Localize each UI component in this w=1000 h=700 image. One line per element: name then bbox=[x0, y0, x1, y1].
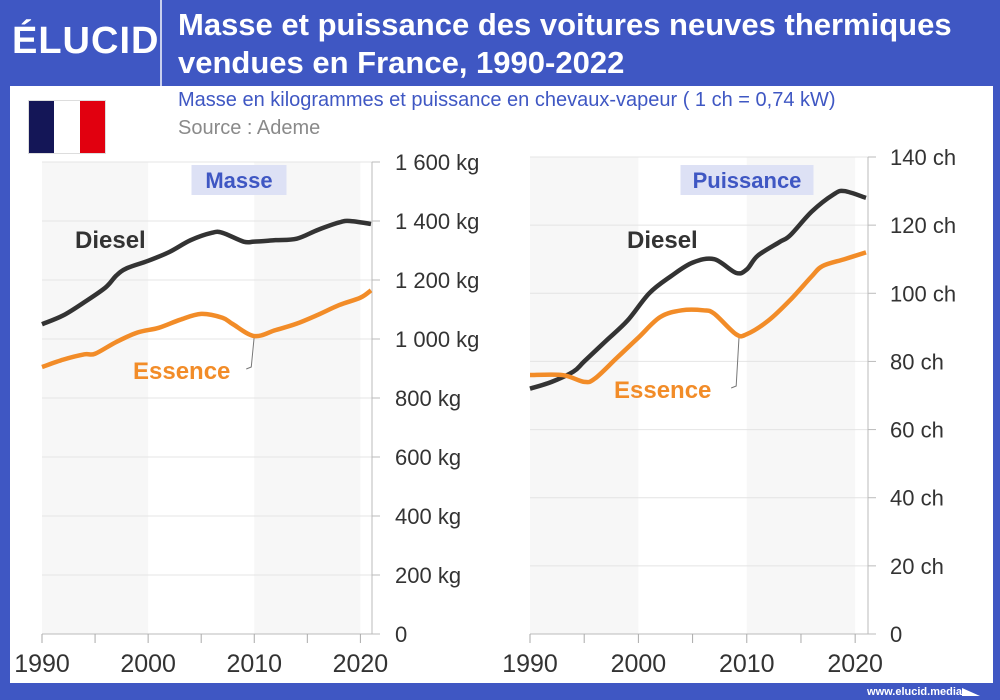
y-tick-label: 0 bbox=[395, 622, 407, 647]
y-tick-label: 60 ch bbox=[890, 418, 944, 443]
y-tick-label: 1 400 kg bbox=[395, 209, 479, 234]
series-line-diesel bbox=[41, 218, 372, 327]
x-tick-label: 1990 bbox=[14, 650, 70, 678]
y-tick-label: 600 kg bbox=[395, 445, 461, 470]
y-tick-label: 1 200 kg bbox=[395, 268, 479, 293]
x-tick-label: 2020 bbox=[827, 650, 883, 678]
series-label-diesel: Diesel bbox=[75, 227, 146, 254]
y-tick-label: 200 kg bbox=[395, 563, 461, 588]
elucid-mark-icon bbox=[962, 688, 980, 696]
essence-leader-line bbox=[246, 336, 255, 370]
y-tick-label: 1 600 kg bbox=[395, 150, 479, 175]
y-tick-label: 0 bbox=[890, 622, 902, 647]
y-tick-label: 140 ch bbox=[890, 145, 956, 170]
panel-label-bg bbox=[191, 165, 287, 195]
y-tick-label: 80 ch bbox=[890, 349, 944, 374]
x-tick-label: 2000 bbox=[611, 650, 667, 678]
chart-title: Masse et puissance des voitures neuves t… bbox=[178, 7, 952, 80]
x-tick-label: 2010 bbox=[226, 650, 282, 678]
panel-label-bg bbox=[680, 165, 814, 195]
background-band bbox=[746, 157, 856, 634]
chart-subtitle: Masse en kilogrammes et puissance en che… bbox=[178, 89, 836, 111]
panel-label: Masse bbox=[205, 168, 272, 193]
y-tick-label: 120 ch bbox=[890, 213, 956, 238]
header-divider bbox=[160, 0, 162, 86]
elucid-logo: ÉLUCID bbox=[12, 20, 160, 62]
series-line-essence bbox=[529, 250, 867, 385]
panel-label: Puissance bbox=[693, 168, 802, 193]
x-tick-label: 2020 bbox=[333, 650, 389, 678]
y-tick-label: 800 kg bbox=[395, 386, 461, 411]
essence-leader-line bbox=[731, 334, 740, 389]
x-tick-label: 1990 bbox=[502, 650, 558, 678]
series-line-essence bbox=[41, 288, 373, 370]
footer-url[interactable]: www.elucid.media bbox=[867, 686, 962, 698]
y-tick-label: 1 000 kg bbox=[395, 327, 479, 352]
x-tick-label: 2000 bbox=[120, 650, 176, 678]
x-tick-label: 2010 bbox=[719, 650, 775, 678]
y-tick-label: 400 kg bbox=[395, 504, 461, 529]
chart-puissance: 0 20 ch 40 ch 60 ch 80 ch 100 ch 120 ch 140 ch 1… bbox=[502, 145, 956, 678]
chart-source: Source : Ademe bbox=[178, 117, 321, 139]
y-tick-label: 100 ch bbox=[890, 281, 956, 306]
y-tick-label: 40 ch bbox=[890, 486, 944, 511]
series-line-diesel bbox=[529, 188, 867, 391]
y-tick-label: 20 ch bbox=[890, 554, 944, 579]
background-band bbox=[530, 157, 639, 634]
series-label-essence: Essence bbox=[133, 358, 230, 385]
france-flag-icon bbox=[28, 100, 106, 154]
series-label-essence: Essence bbox=[614, 377, 711, 404]
chart-masse: 0 200 kg 400 kg 600 kg 800 kg 1 000 kg 1 200 k… bbox=[14, 150, 479, 678]
series-label-diesel: Diesel bbox=[627, 227, 698, 254]
